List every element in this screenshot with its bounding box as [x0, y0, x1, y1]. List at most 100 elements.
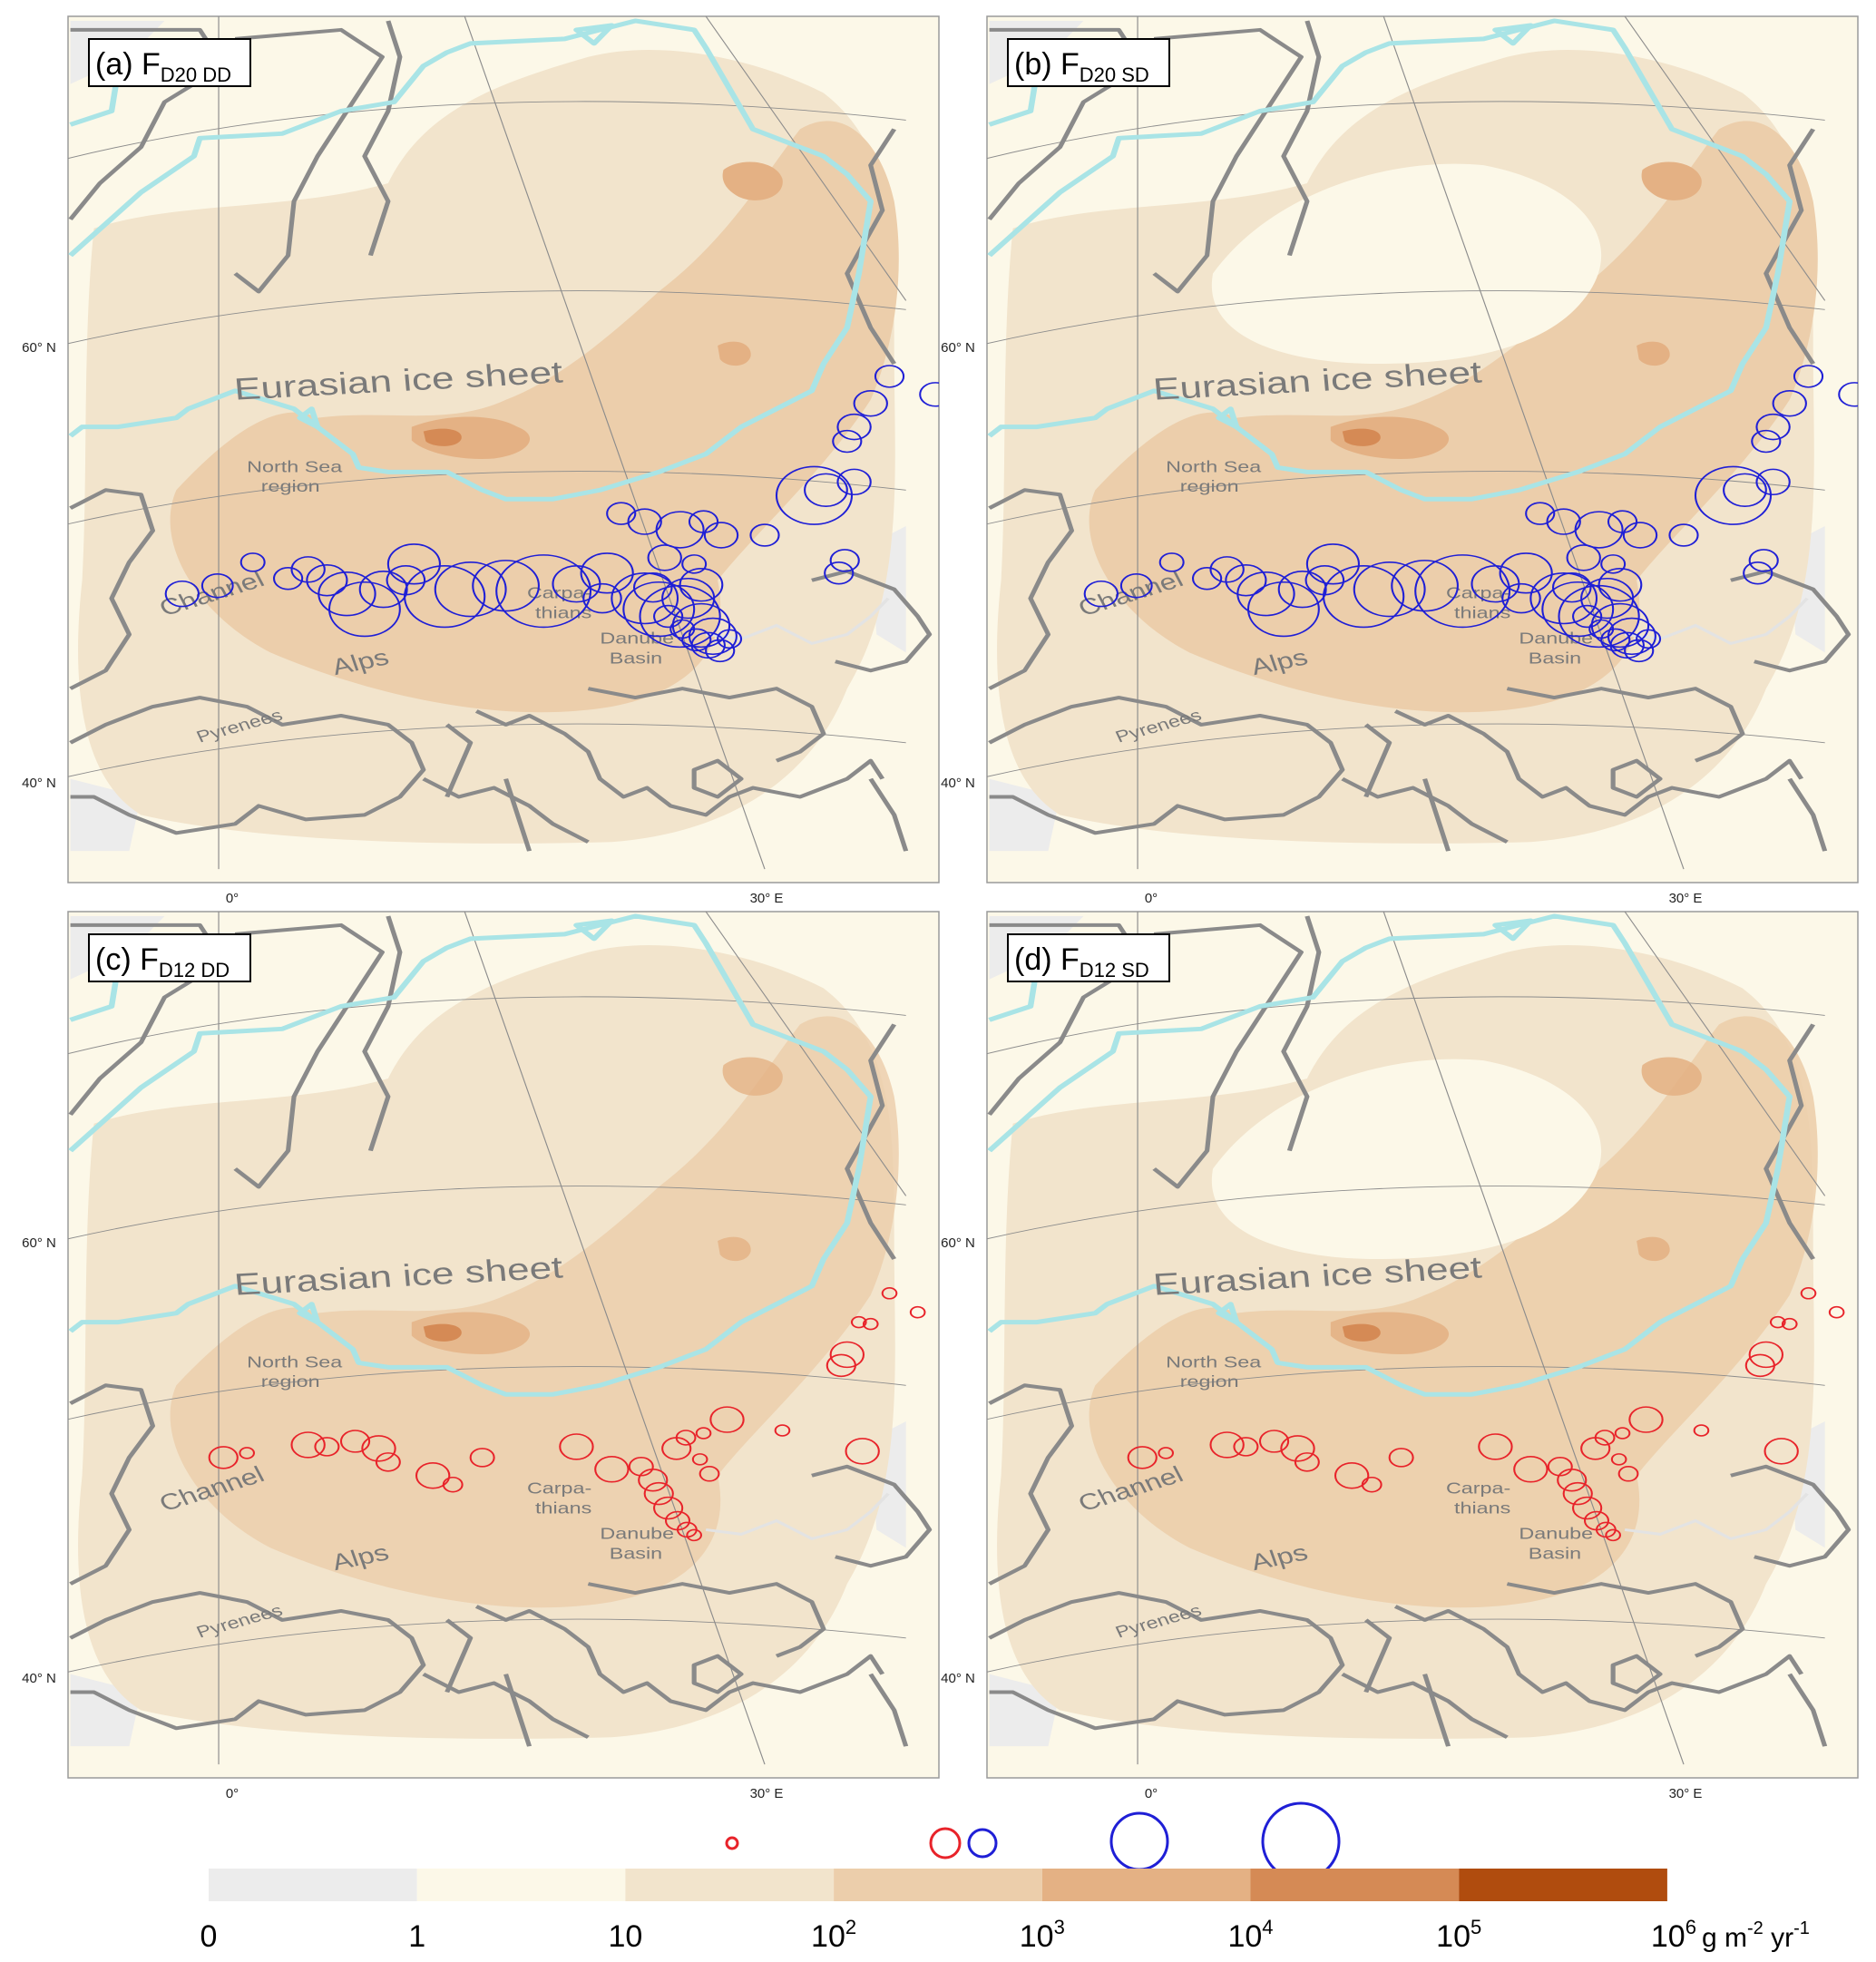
site-circle — [862, 1317, 879, 1331]
coastline — [1393, 1605, 1804, 1713]
legend-circle — [967, 1828, 998, 1859]
coastline — [1363, 1618, 1392, 1694]
panel-title-subscript: D12 DD — [159, 959, 230, 981]
site-circle — [1693, 1424, 1710, 1437]
site-circle — [582, 582, 622, 614]
label-danube: Danube — [600, 1525, 674, 1543]
site-circle — [1525, 502, 1556, 525]
panel-title-subscript: D12 SD — [1080, 959, 1149, 981]
site-circle — [1541, 581, 1615, 638]
coastline — [1787, 777, 1828, 852]
label-carpathians-2: thians — [1454, 604, 1510, 622]
colorbar-label: 1 — [408, 1919, 425, 1954]
colorbar-segment — [1250, 1869, 1460, 1901]
site-circle — [1590, 602, 1650, 649]
site-circle — [580, 552, 634, 594]
coastline — [1506, 1582, 1745, 1658]
legend-circle — [1261, 1801, 1341, 1881]
label-carpathians-2: thians — [535, 604, 591, 622]
site-circle — [1388, 1448, 1414, 1468]
lat-tick-40: 40° N — [22, 776, 56, 791]
colorbar-label: 102 — [811, 1916, 856, 1954]
coastline — [868, 1673, 909, 1747]
site-circle — [622, 581, 696, 638]
coastline — [987, 27, 1145, 220]
axis-ticks: 60° N 40° N 0° 30° E — [22, 340, 783, 906]
site-circle — [686, 1528, 702, 1542]
lon-tick-30e: 30° E — [1669, 1786, 1703, 1801]
label-carpathians-2: thians — [1454, 1499, 1510, 1518]
low-flux-interior — [1211, 1059, 1602, 1259]
site-circle — [1209, 556, 1245, 583]
coastline — [1422, 1674, 1451, 1747]
site-circle — [703, 522, 739, 549]
site-circle — [164, 580, 200, 608]
site-circle — [1158, 552, 1185, 572]
site-circle — [1529, 571, 1598, 625]
site-circle — [1572, 1496, 1603, 1520]
site-circle — [1610, 1453, 1627, 1466]
colorbar-exponent: 6 — [1685, 1916, 1696, 1938]
site-circle — [709, 1406, 745, 1433]
colorbar-label: 104 — [1227, 1916, 1273, 1954]
panel-title: (b) FD20 SD — [1007, 38, 1170, 87]
site-circles — [208, 1287, 926, 1542]
coastline — [503, 1674, 533, 1747]
lat-tick-40: 40° N — [22, 1671, 56, 1686]
ice-sheet-outline — [1216, 406, 1240, 430]
label-carpathians-2: thians — [535, 1499, 591, 1518]
site-circle — [1580, 577, 1635, 620]
site-circle — [1609, 631, 1645, 659]
site-circle — [695, 1427, 712, 1440]
site-circle — [472, 560, 540, 612]
site-circle — [1236, 571, 1295, 617]
coastline — [1152, 27, 1304, 294]
site-circle — [1119, 572, 1153, 599]
colorbar-segment — [834, 1869, 1042, 1901]
site-circle — [559, 1433, 594, 1460]
coastline — [988, 1383, 1075, 1586]
ice-sheet-outline — [573, 23, 615, 46]
site-circle — [1277, 571, 1327, 609]
site-circle — [1294, 1452, 1320, 1472]
label-north-sea-region: region — [1180, 478, 1239, 496]
axis-ticks: 60° N 40° N 0° 30° E — [941, 340, 1702, 906]
site-circle — [1304, 565, 1345, 596]
site-circle — [1322, 565, 1405, 629]
label-carpathians: Carpa- — [527, 584, 591, 602]
site-circle — [1334, 1462, 1370, 1489]
site-circle — [1748, 1341, 1784, 1369]
site-circle — [415, 1462, 451, 1489]
site-circle — [688, 510, 719, 533]
colorbar-label-last: 106 g m-2 yr-1 — [1651, 1916, 1810, 1954]
site-circle — [1748, 549, 1779, 572]
label-danube-basin: Basin — [1529, 1545, 1581, 1563]
site-circle — [836, 468, 872, 496]
site-circle — [1793, 365, 1824, 388]
coastlines — [987, 20, 1852, 852]
site-circle — [1769, 1315, 1786, 1329]
site-circle — [611, 571, 679, 625]
site-circle — [1414, 554, 1511, 629]
site-circle — [1772, 390, 1807, 417]
site-circle — [627, 508, 662, 535]
site-circle — [1755, 468, 1791, 496]
site-circle — [403, 565, 486, 629]
panel-title-subscript: D20 SD — [1080, 63, 1149, 86]
legend-circle — [725, 1836, 739, 1850]
coastline — [1730, 569, 1852, 673]
colorbar-segment — [625, 1869, 835, 1901]
coastline — [988, 696, 1345, 835]
site-circle — [1838, 382, 1858, 407]
site-circle — [1499, 552, 1553, 594]
label-carpathians: Carpa- — [527, 1479, 591, 1498]
colorbar-segment — [416, 1869, 626, 1901]
flux-contour-10000 — [1342, 428, 1381, 446]
coastline — [445, 1618, 474, 1694]
site-circle — [1755, 413, 1791, 441]
site-circle — [1127, 1446, 1158, 1469]
site-circle — [628, 1457, 654, 1477]
